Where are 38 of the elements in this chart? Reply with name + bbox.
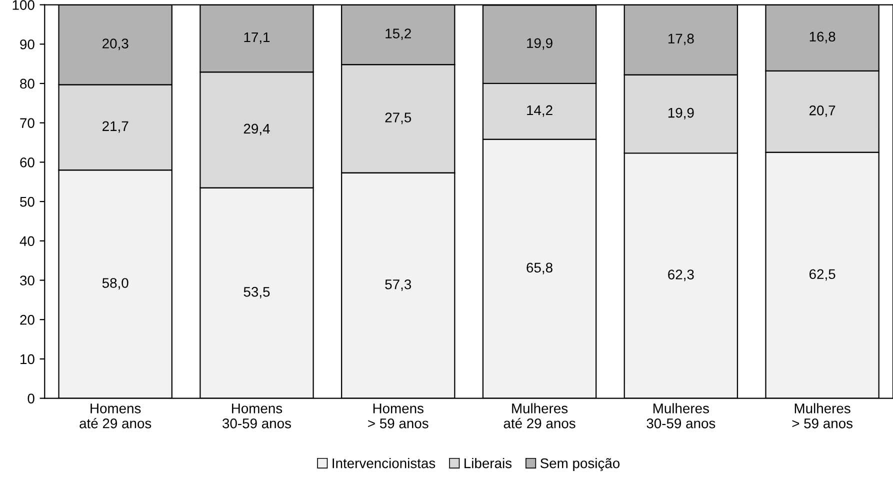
data-label: 27,5 — [385, 112, 412, 124]
data-label: 17,8 — [668, 34, 694, 46]
data-label: 58,0 — [102, 278, 128, 290]
y-tick-label: 70 — [20, 118, 34, 128]
x-tick-label: Mulheres > 59 anos — [792, 403, 852, 428]
data-label: 17,1 — [244, 32, 270, 44]
y-tick-label: 60 — [20, 158, 34, 168]
data-label: 62,5 — [809, 269, 836, 281]
y-tick-label: 20 — [20, 314, 34, 325]
y-tick-label: 80 — [20, 78, 34, 89]
y-tick-label: 10 — [20, 354, 34, 364]
data-label: 21,7 — [102, 121, 128, 133]
data-label: 62,3 — [668, 270, 694, 282]
y-tick-label: 30 — [20, 276, 34, 286]
y-tick-label: 90 — [20, 39, 34, 50]
data-label: 57,3 — [385, 279, 412, 291]
y-tick-label: 0 — [28, 394, 34, 404]
data-label: 29,4 — [244, 124, 270, 136]
data-label: 20,7 — [809, 106, 836, 117]
data-label: 16,8 — [810, 32, 836, 44]
legend-label: Liberais — [464, 458, 512, 468]
x-tick-label: Homens 30-59 anos — [222, 404, 291, 428]
data-label: 53,5 — [244, 286, 270, 298]
x-tick-label: Mulheres 30-59 anos — [646, 403, 716, 428]
data-label: 20,3 — [102, 38, 128, 50]
data-label: 14,2 — [527, 105, 552, 117]
x-tick-label: Homens > 59 anos — [368, 404, 428, 428]
legend-label: Intervencionistas — [332, 458, 436, 468]
data-label: 15,2 — [386, 28, 411, 40]
x-tick-label: Homens até 29 anos — [80, 404, 152, 428]
y-tick-label: 50 — [20, 196, 34, 207]
legend-label: Sem posição — [540, 458, 620, 472]
x-tick-label: Mulheres até 29 anos — [504, 403, 576, 428]
data-label: 19,9 — [527, 38, 552, 50]
data-label: 65,8 — [526, 262, 552, 274]
y-tick-label: 100 — [12, 0, 34, 10]
data-label: 19,9 — [668, 108, 694, 120]
y-tick-label: 40 — [20, 236, 34, 246]
